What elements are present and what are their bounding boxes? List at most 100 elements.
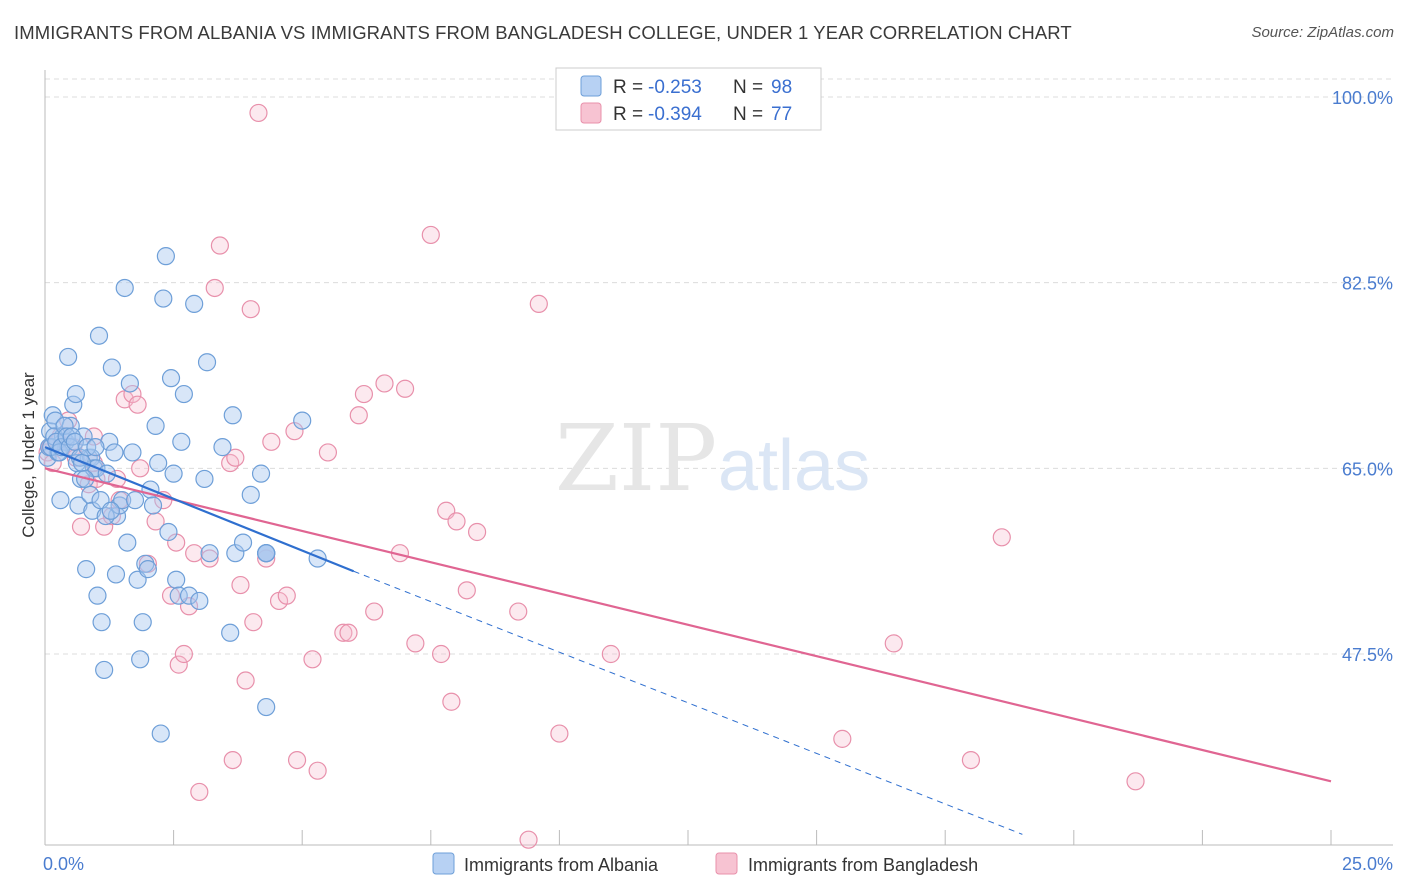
bottom-legend-swatch-albania [432,852,455,875]
albania-point-33 [118,533,137,552]
albania-point-61 [200,544,219,563]
albania-point-41 [138,560,157,579]
bangladesh-point-23 [174,644,193,664]
bangladesh-point-51 [365,602,384,621]
bangladesh-point-50 [354,384,374,404]
grid-lines [45,78,1393,655]
albania-point-24 [95,660,114,680]
albania-point-10 [64,395,83,414]
bangladesh-point-49 [349,406,368,425]
bangladesh-point-41 [277,586,296,605]
legend-swatch-albania [580,75,602,97]
bangladesh-point-69 [884,634,903,653]
albania-point-51 [164,464,183,483]
albania-point-49 [159,522,178,542]
albania-point-66 [233,533,253,552]
bangladesh-point-16 [131,459,150,478]
legend-n-label-albania: N = [733,77,763,98]
bangladesh-point-5 [71,517,91,536]
legend-r-label-albania: R = [613,77,643,98]
bangladesh-point-37 [249,103,268,123]
bangladesh-point-43 [287,750,307,770]
bangladesh-point-33 [231,575,250,595]
albania-trend-line [44,446,355,573]
albania-point-68 [251,464,271,483]
axes [44,70,1393,846]
bangladesh-point-61 [457,581,476,600]
bangladesh-point-57 [431,644,451,664]
bangladesh-point-18 [146,512,165,531]
bottom-legend: Immigrants from Albania Immigrants from … [432,852,978,875]
bangladesh-point-72 [1126,772,1145,791]
albania-point-63 [221,623,240,642]
albania-point-44 [146,416,165,435]
chart-title: IMMIGRANTS FROM ALBANIA VS IMMIGRANTS FR… [14,22,1072,43]
trend-lines [44,446,1332,835]
albania-point-31 [113,491,132,510]
albania-point-34 [120,374,139,393]
legend-n-value-albania: 98 [771,77,792,98]
albania-point-27 [102,358,121,377]
watermark: ZIP atlas [555,405,870,512]
albania-point-97 [106,565,126,584]
albania-point-73 [257,544,276,563]
legend-n-label-bangladesh: N = [733,104,763,125]
bottom-legend-label-bangladesh: Immigrants from Bangladesh [748,855,978,875]
bangladesh-trend-line [44,467,1332,783]
albania-point-91 [81,485,100,504]
y-axis-label: College, Under 1 year [19,372,38,538]
albania-point-48 [156,247,175,266]
bangladesh-point-15 [128,395,147,414]
albania-point-26 [100,432,119,451]
albania-point-23 [92,613,111,632]
bangladesh-point-59 [442,692,461,711]
albania-point-56 [179,586,199,605]
bangladesh-point-34 [236,671,255,690]
albania-point-47 [154,289,173,308]
bangladesh-point-62 [467,522,487,542]
albania-point-8 [59,347,78,367]
albania-point-54 [172,432,191,451]
bangladesh-point-70 [961,750,981,770]
bottom-legend-swatch-bangladesh [715,852,738,875]
bangladesh-point-36 [244,613,263,632]
albania-point-38 [131,650,150,669]
albania-point-5 [51,491,70,510]
bangladesh-point-71 [992,528,1011,547]
bangladesh-point-48 [339,623,358,642]
top-legend: R = -0.253 N = 98 R = -0.394 N = 77 [555,67,822,131]
legend-r-value-bangladesh: -0.394 [648,104,702,125]
albania-point-62 [213,438,232,457]
legend-swatch-bangladesh [580,102,602,124]
bangladesh-point-31 [223,750,242,770]
series-bangladesh-points [38,103,1145,849]
albania-point-85 [62,427,81,446]
x-tick-label-1: 25.0% [1342,854,1393,874]
x-tick-labels: 0.0% 25.0% [43,830,1393,874]
legend-r-label-bangladesh: R = [613,104,643,125]
albania-point-74 [293,411,312,430]
albania-point-43 [143,496,163,515]
albania-point-64 [223,406,242,425]
y-tick-label-1: 82.5% [1342,274,1393,294]
source-label: Source: ZipAtlas.com [1251,24,1394,41]
bangladesh-point-47 [334,623,353,642]
legend-r-value-albania: -0.253 [648,77,702,98]
bottom-legend-label-albania: Immigrants from Albania [464,855,659,875]
bangladesh-point-54 [395,379,415,398]
albania-point-21 [88,586,107,605]
albania-point-60 [197,353,217,372]
watermark-atlas: atlas [718,426,870,506]
albania-point-58 [190,591,209,611]
bangladesh-point-65 [529,294,548,313]
albania-point-46 [151,724,170,743]
albania-trend-extension [353,570,1023,835]
bangladesh-point-68 [833,729,852,748]
albania-point-11 [66,384,85,404]
bangladesh-point-14 [123,384,142,404]
bangladesh-point-39 [262,432,281,451]
bangladesh-point-35 [241,300,260,319]
bangladesh-point-46 [318,443,338,462]
y-tick-labels: 100.0% 82.5% 65.0% 47.5% [1332,88,1393,665]
x-tick-label-0: 0.0% [43,854,84,874]
